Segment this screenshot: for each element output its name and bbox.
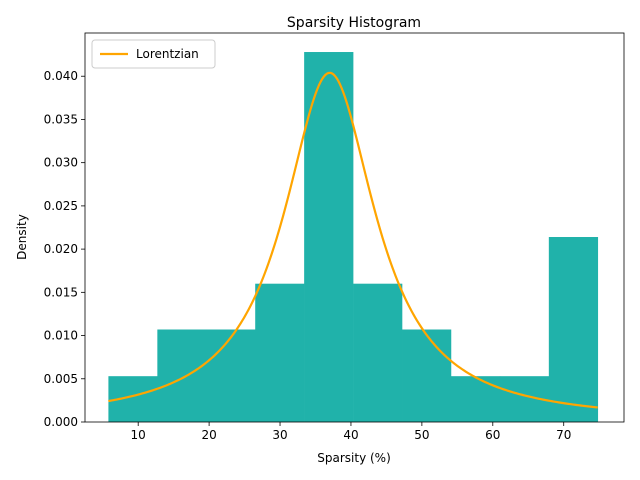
y-tick-label: 0.010 — [44, 329, 78, 343]
y-tick-label: 0.040 — [44, 69, 78, 83]
y-tick-label: 0.005 — [44, 372, 78, 386]
x-tick-label: 70 — [556, 428, 571, 442]
histogram-bar-2 — [157, 329, 207, 422]
y-tick-label: 0.020 — [44, 242, 78, 256]
x-tick-label: 60 — [485, 428, 500, 442]
legend-box — [91, 39, 216, 69]
series-lines — [108, 71, 598, 409]
x-tick-label: 30 — [272, 428, 287, 442]
x-axis-ticks: 10 20 30 40 50 60 70 — [131, 422, 571, 442]
histogram-bar-8 — [450, 376, 501, 422]
y-tick-label: 0.035 — [44, 112, 78, 126]
histogram-bar-7 — [402, 329, 452, 422]
x-tick-label: 50 — [414, 428, 429, 442]
y-axis-ticks: 0.000 0.005 0.010 0.015 0.020 0.025 0.030 0.035… — [44, 69, 85, 429]
y-axis-label: Density — [15, 214, 29, 260]
histogram-bar-3 — [206, 329, 256, 422]
y-tick-label: 0.030 — [44, 156, 78, 170]
x-axis-label: Sparsity (%) — [317, 451, 391, 465]
histogram-bar-4 — [255, 283, 305, 422]
y-tick-label: 0.015 — [44, 285, 78, 299]
x-tick-label: 10 — [131, 428, 146, 442]
y-tick-label: 0.025 — [44, 199, 78, 213]
x-tick-label: 20 — [201, 428, 216, 442]
y-tick-label: 0.000 — [44, 415, 78, 429]
axes-frame — [84, 32, 625, 423]
histogram-bars — [108, 52, 599, 423]
x-tick-label: 40 — [343, 428, 358, 442]
series-line-lorentzian — [108, 71, 598, 409]
histogram-bar-5 — [304, 52, 354, 423]
chart-title: Sparsity Histogram — [287, 15, 421, 31]
histogram-bar-10 — [548, 237, 599, 422]
legend: Lorentzian — [91, 39, 216, 69]
histogram-bar-6 — [353, 283, 403, 422]
legend-label: Lorentzian — [136, 47, 199, 61]
